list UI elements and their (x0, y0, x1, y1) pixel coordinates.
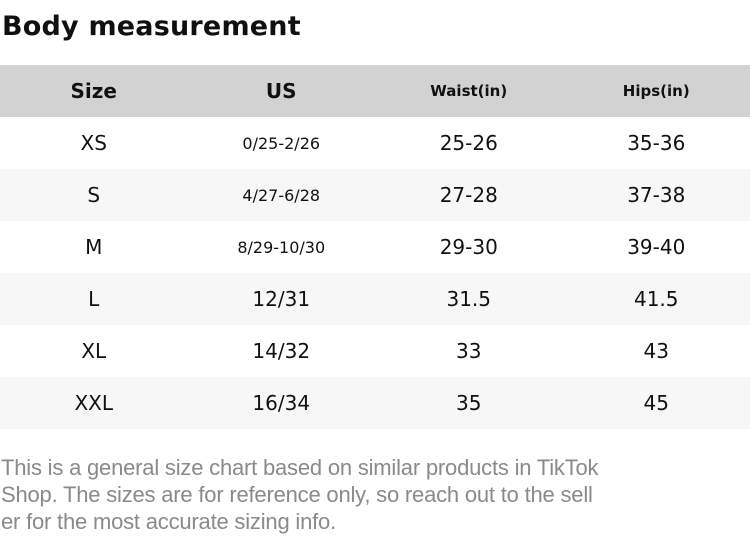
cell-waist: 35 (456, 391, 482, 415)
cell-hips: 35-36 (627, 131, 686, 155)
page-title: Body measurement (2, 11, 301, 42)
column-header-waist: Waist(in) (430, 82, 508, 100)
cell-size: S (87, 183, 101, 207)
table-row-xs: XS 0/25-2/26 25-26 35-36 (0, 117, 750, 169)
cell-size: XXL (74, 391, 114, 415)
table-row-m: M 8/29-10/30 29-30 39-40 (0, 221, 750, 273)
cell-us: 14/32 (252, 339, 311, 363)
table-row-s: S 4/27-6/28 27-28 37-38 (0, 169, 750, 221)
column-header-size: Size (70, 79, 117, 103)
cell-hips: 45 (643, 391, 669, 415)
column-header-hips: Hips(in) (622, 82, 690, 100)
cell-size: M (85, 235, 103, 259)
cell-us: 0/25-2/26 (242, 133, 321, 153)
cell-size: XS (80, 131, 107, 155)
cell-us: 4/27-6/28 (242, 185, 321, 205)
cell-waist: 31.5 (446, 287, 492, 311)
disclaimer-line: This is a general size chart based on si… (1, 455, 599, 480)
cell-waist: 33 (456, 339, 482, 363)
table-row-l: L 12/31 31.5 41.5 (0, 273, 750, 325)
table-header-row: Size US Waist(in) Hips(in) (0, 65, 750, 117)
size-chart-panel: Body measurement Size US Waist(in) Hips(… (0, 10, 750, 535)
column-header-us: US (265, 79, 297, 103)
table-row-xxl: XXL 16/34 35 45 (0, 377, 750, 429)
cell-waist: 25-26 (439, 131, 498, 155)
cell-size: L (88, 287, 100, 311)
size-table: Size US Waist(in) Hips(in) XS 0/25-2/26 … (0, 65, 750, 429)
cell-us: 8/29-10/30 (237, 237, 326, 257)
cell-hips: 37-38 (627, 183, 686, 207)
cell-size: XL (81, 339, 107, 363)
cell-us: 16/34 (252, 391, 311, 415)
disclaimer-line: Shop. The sizes are for reference only, … (1, 482, 593, 507)
disclaimer-line: er for the most accurate sizing info. (1, 509, 336, 534)
cell-waist: 27-28 (439, 183, 498, 207)
cell-hips: 43 (643, 339, 669, 363)
table-row-xl: XL 14/32 33 43 (0, 325, 750, 377)
cell-hips: 39-40 (627, 235, 686, 259)
cell-us: 12/31 (252, 287, 311, 311)
cell-hips: 41.5 (633, 287, 679, 311)
disclaimer-text: This is a general size chart based on si… (1, 454, 750, 535)
cell-waist: 29-30 (439, 235, 498, 259)
